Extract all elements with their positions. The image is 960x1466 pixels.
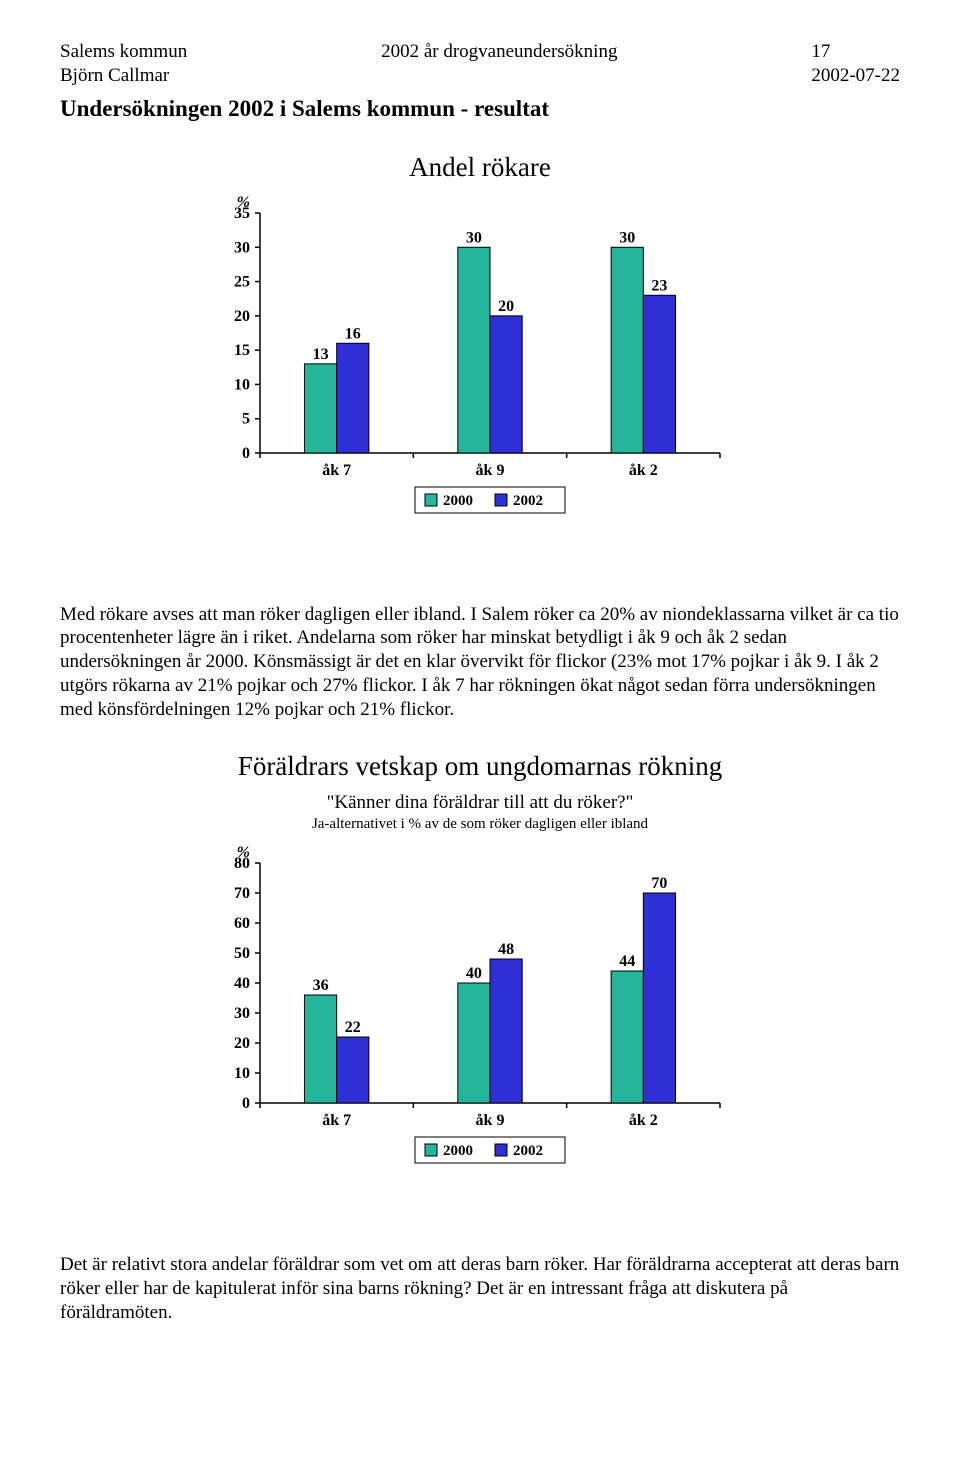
paragraph-1: Med rökare avses att man röker dagligen … <box>60 603 900 722</box>
svg-text:23: 23 <box>651 277 667 294</box>
header-author: Björn Callmar <box>60 65 169 86</box>
chart2-subtitle: "Känner dina föräldrar till att du röker… <box>60 792 900 814</box>
svg-text:36: 36 <box>313 977 329 994</box>
svg-text:60: 60 <box>234 915 250 932</box>
svg-text:5: 5 <box>242 410 250 427</box>
svg-text:25: 25 <box>234 273 250 290</box>
svg-text:%: % <box>237 844 250 861</box>
svg-text:2002: 2002 <box>513 493 543 509</box>
header-right: 17 2002-07-22 <box>811 40 900 88</box>
svg-text:16: 16 <box>345 325 361 342</box>
svg-text:20: 20 <box>234 1035 250 1052</box>
svg-text:70: 70 <box>651 875 667 892</box>
svg-text:70: 70 <box>234 885 250 902</box>
svg-text:30: 30 <box>466 229 482 246</box>
svg-text:10: 10 <box>234 376 250 393</box>
chart2-block: Föräldrars vetskap om ungdomarnas röknin… <box>60 751 900 1223</box>
chart2-title: Föräldrars vetskap om ungdomarnas röknin… <box>60 751 900 782</box>
chart2-svg: 01020304050607080%3622åk 74048åk 94470åk… <box>190 843 770 1223</box>
svg-text:0: 0 <box>242 445 250 462</box>
chart1-svg: 05101520253035%1316åk 73020åk 93023åk 22… <box>190 193 770 573</box>
svg-text:2000: 2000 <box>443 493 473 509</box>
svg-text:åk 2: åk 2 <box>629 462 658 479</box>
svg-text:40: 40 <box>234 975 250 992</box>
header-org: Salems kommun <box>60 41 187 62</box>
svg-text:30: 30 <box>619 229 635 246</box>
svg-text:åk 9: åk 9 <box>476 1112 505 1129</box>
svg-text:30: 30 <box>234 239 250 256</box>
svg-text:20: 20 <box>498 297 514 314</box>
svg-text:48: 48 <box>498 941 514 958</box>
svg-text:2002: 2002 <box>513 1143 543 1159</box>
svg-text:åk 7: åk 7 <box>322 1112 351 1129</box>
svg-text:44: 44 <box>619 953 635 970</box>
svg-text:10: 10 <box>234 1065 250 1082</box>
svg-text:20: 20 <box>234 307 250 324</box>
page-number: 17 <box>811 41 830 62</box>
section-title: Undersökningen 2002 i Salems kommun - re… <box>60 96 900 122</box>
chart1-title: Andel rökare <box>60 152 900 183</box>
svg-text:22: 22 <box>345 1019 361 1036</box>
svg-text:åk 2: åk 2 <box>629 1112 658 1129</box>
svg-text:40: 40 <box>466 965 482 982</box>
svg-text:%: % <box>237 194 250 211</box>
header-date: 2002-07-22 <box>811 65 900 86</box>
svg-text:åk 7: åk 7 <box>322 462 351 479</box>
svg-text:30: 30 <box>234 1005 250 1022</box>
svg-text:0: 0 <box>242 1095 250 1112</box>
svg-text:15: 15 <box>234 342 250 359</box>
chart2-subnote: Ja-alternativet i % av de som röker dagl… <box>60 816 900 833</box>
page-header: Salems kommun Björn Callmar 2002 år drog… <box>60 40 900 88</box>
header-left: Salems kommun Björn Callmar <box>60 40 187 88</box>
header-center: 2002 år drogvaneundersökning <box>381 40 617 88</box>
svg-text:2000: 2000 <box>443 1143 473 1159</box>
paragraph-2: Det är relativt stora andelar föräldrar … <box>60 1253 900 1324</box>
svg-text:50: 50 <box>234 945 250 962</box>
svg-text:13: 13 <box>313 345 329 362</box>
svg-text:åk 9: åk 9 <box>476 462 505 479</box>
chart1-block: Andel rökare 05101520253035%1316åk 73020… <box>60 152 900 573</box>
